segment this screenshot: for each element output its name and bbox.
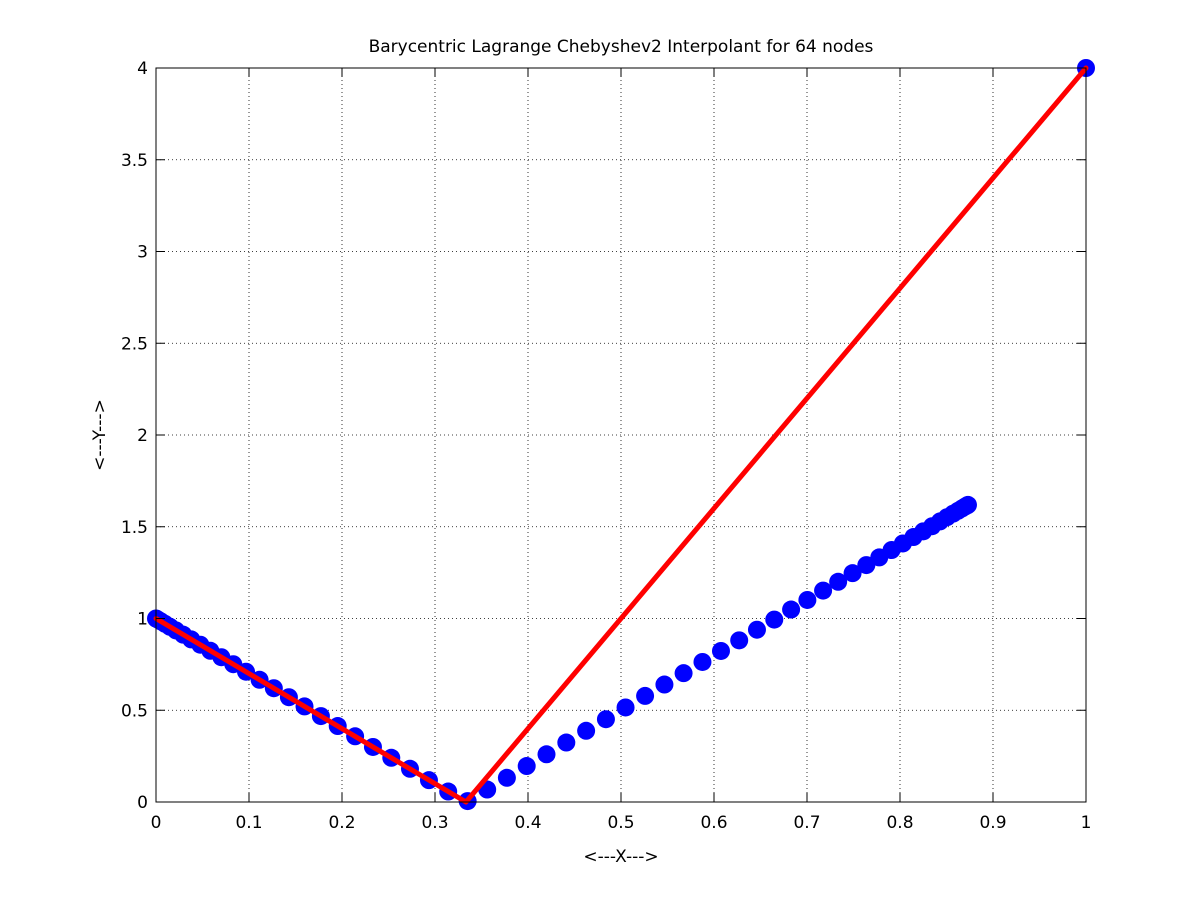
y-tick-label: 1.5: [121, 518, 148, 538]
y-tick-label: 2.5: [121, 334, 148, 354]
x-tick-label: 0.5: [607, 813, 634, 833]
tick-marks: [155, 67, 1087, 803]
data-point: [674, 664, 693, 683]
data-point: [857, 556, 876, 575]
data-point: [782, 600, 801, 619]
x-tick-labels: 0 0.1 0.2 0.3 0.4 0.5 0.6 0.7 0.8 0.9 1: [151, 813, 1092, 833]
y-tick-label: 0: [137, 793, 148, 813]
data-point: [711, 641, 730, 660]
y-axis-label: <---Y--->: [90, 399, 110, 471]
y-tick-label: 3.5: [121, 151, 148, 171]
data-point: [798, 590, 817, 609]
x-tick-label: 0.8: [886, 813, 913, 833]
x-tick-label: 1: [1081, 813, 1092, 833]
data-point: [577, 721, 596, 740]
y-tick-label: 3: [137, 243, 148, 263]
data-point: [814, 581, 833, 600]
chart-title: Barycentric Lagrange Chebyshev2 Interpol…: [369, 37, 874, 57]
x-tick-label: 0.6: [700, 813, 727, 833]
series-layer: [147, 59, 1095, 811]
y-tick-labels: 0 0.5 1 1.5 2 2.5 3 3.5 4: [121, 59, 148, 813]
x-tick-label: 0: [151, 813, 162, 833]
data-point: [537, 745, 556, 764]
data-point: [829, 572, 848, 591]
y-tick-label: 0.5: [121, 701, 148, 721]
data-point: [497, 768, 516, 787]
x-tick-label: 0.1: [235, 813, 262, 833]
data-point: [730, 631, 749, 650]
data-point: [655, 675, 674, 694]
data-point: [843, 564, 862, 583]
x-axis-label: <---X--->: [583, 847, 658, 867]
data-point: [693, 652, 712, 671]
x-tick-label: 0.4: [514, 813, 541, 833]
x-tick-label: 0.9: [979, 813, 1006, 833]
data-point: [636, 686, 655, 705]
data-point: [557, 733, 576, 752]
x-tick-label: 0.2: [328, 813, 355, 833]
data-point: [765, 610, 784, 629]
data-point: [596, 710, 615, 729]
y-tick-label: 1: [137, 610, 148, 630]
data-point: [958, 495, 977, 514]
data-point: [747, 620, 766, 639]
data-point: [616, 698, 635, 717]
x-tick-label: 0.7: [793, 813, 820, 833]
y-tick-label: 2: [137, 426, 148, 446]
y-tick-label: 4: [137, 59, 148, 79]
data-point: [517, 757, 536, 776]
x-tick-label: 0.3: [421, 813, 448, 833]
